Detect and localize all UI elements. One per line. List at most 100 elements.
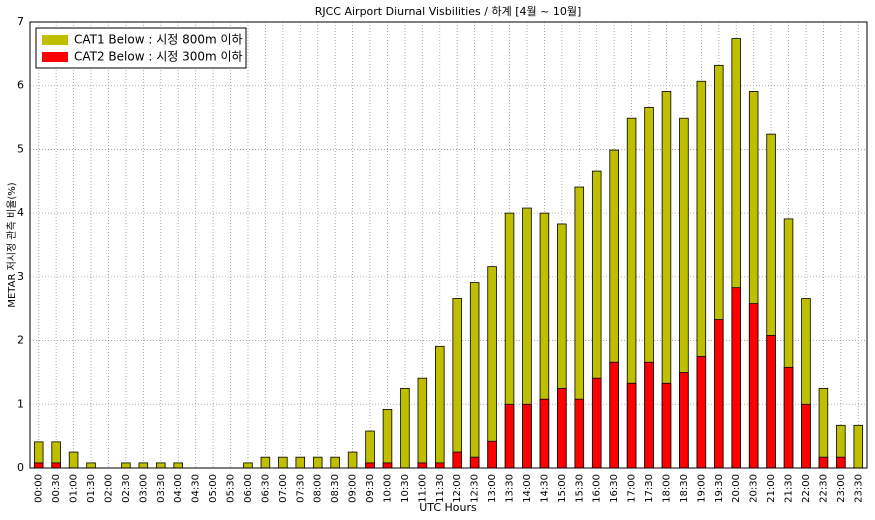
y-tick-label: 2 (17, 334, 24, 347)
x-tick-label: 07:00 (278, 474, 289, 503)
x-tick-label: 14:30 (539, 474, 550, 503)
bar (382, 408, 393, 469)
x-tick-label: 12:00 (452, 474, 463, 503)
bar (469, 456, 480, 469)
bar (156, 462, 166, 469)
x-tick-label: 09:00 (348, 474, 359, 503)
y-tick-label: 6 (17, 79, 24, 92)
x-tick-label: 10:00 (382, 474, 393, 503)
x-tick-label: 02:30 (121, 474, 132, 503)
x-tick-label: 22:30 (818, 474, 829, 503)
bar (487, 266, 497, 469)
bar (86, 462, 96, 469)
legend-swatch (42, 52, 68, 62)
x-tick-label: 13:00 (487, 474, 498, 503)
bar (766, 335, 776, 469)
x-tick-label: 13:30 (505, 474, 516, 503)
x-tick-label: 14:00 (522, 474, 533, 503)
y-tick-label: 5 (17, 142, 24, 155)
bar (121, 462, 131, 469)
x-tick-label: 22:00 (801, 474, 812, 503)
bar (557, 387, 567, 469)
y-tick-label: 1 (17, 397, 24, 410)
bar (801, 403, 811, 469)
legend-label: CAT2 Below : 시정 300m 이하 (74, 50, 243, 64)
x-tick-label: 16:00 (592, 474, 603, 503)
x-tick-label: 05:30 (226, 474, 237, 503)
bar (661, 382, 672, 469)
bar (836, 456, 846, 469)
x-tick-label: 12:30 (470, 474, 481, 503)
x-tick-label: 17:00 (627, 474, 638, 503)
x-tick-label: 10:30 (400, 474, 411, 503)
bar (539, 398, 550, 469)
x-tick-label: 21:30 (784, 474, 795, 503)
x-tick-label: 21:00 (766, 474, 777, 503)
bar (644, 361, 654, 469)
y-tick-label: 0 (17, 461, 24, 474)
x-tick-label: 00:30 (51, 474, 62, 503)
bar (138, 462, 149, 469)
bar (853, 424, 864, 469)
bar (400, 387, 410, 469)
y-tick-label: 4 (17, 206, 24, 219)
x-tick-label: 11:00 (417, 474, 428, 503)
bar (731, 287, 741, 469)
x-tick-label: 03:30 (156, 474, 167, 503)
bar (173, 462, 183, 469)
x-tick-label: 20:30 (749, 474, 760, 503)
bar (504, 403, 515, 469)
bar (714, 319, 724, 469)
x-tick-label: 18:00 (661, 474, 672, 503)
x-tick-label: 01:00 (69, 474, 80, 503)
legend-box (35, 27, 247, 69)
bar (417, 377, 428, 469)
x-tick-label: 07:30 (295, 474, 306, 503)
x-tick-label: 04:30 (191, 474, 202, 503)
y-tick-label: 7 (17, 15, 24, 28)
plot-frame (29, 21, 868, 469)
x-tick-label: 23:30 (853, 474, 864, 503)
x-tick-label: 16:30 (609, 474, 620, 503)
x-axis-label: UTC Hours (419, 501, 477, 514)
bar (748, 303, 759, 469)
bar (818, 456, 829, 469)
x-tick-label: 06:00 (243, 474, 254, 503)
legend-swatch (42, 35, 68, 45)
bar (417, 462, 428, 469)
bar (278, 456, 288, 469)
x-tick-label: 02:00 (103, 474, 114, 503)
x-tick-label: 09:30 (365, 474, 376, 503)
bar (591, 377, 602, 469)
bar (435, 345, 445, 469)
bar (312, 456, 323, 469)
x-tick-label: 08:30 (330, 474, 341, 503)
x-tick-label: 04:00 (173, 474, 184, 503)
x-tick-label: 23:00 (836, 474, 847, 503)
x-tick-label: 19:00 (696, 474, 707, 503)
bar (696, 356, 707, 469)
bar (487, 440, 497, 469)
bar (33, 462, 44, 469)
x-tick-label: 03:00 (138, 474, 149, 503)
bar (626, 382, 637, 469)
bar (574, 398, 585, 469)
x-tick-label: 00:00 (34, 474, 45, 503)
x-tick-label: 19:30 (714, 474, 725, 503)
bar (818, 387, 829, 469)
bar (452, 451, 462, 469)
x-tick-label: 15:00 (557, 474, 568, 503)
legend-label: CAT1 Below : 시정 800m 이하 (74, 33, 243, 47)
y-tick-label: 3 (17, 270, 24, 283)
x-tick-label: 20:00 (731, 474, 742, 503)
x-tick-label: 17:30 (644, 474, 655, 503)
x-tick-label: 06:30 (260, 474, 271, 503)
bar (365, 430, 375, 469)
bar (679, 372, 689, 469)
x-tick-label: 15:30 (574, 474, 585, 503)
bar (68, 451, 79, 469)
x-tick-label: 18:30 (679, 474, 690, 503)
x-tick-label: 01:30 (86, 474, 97, 503)
x-tick-label: 05:00 (208, 474, 219, 503)
bar (243, 462, 253, 469)
